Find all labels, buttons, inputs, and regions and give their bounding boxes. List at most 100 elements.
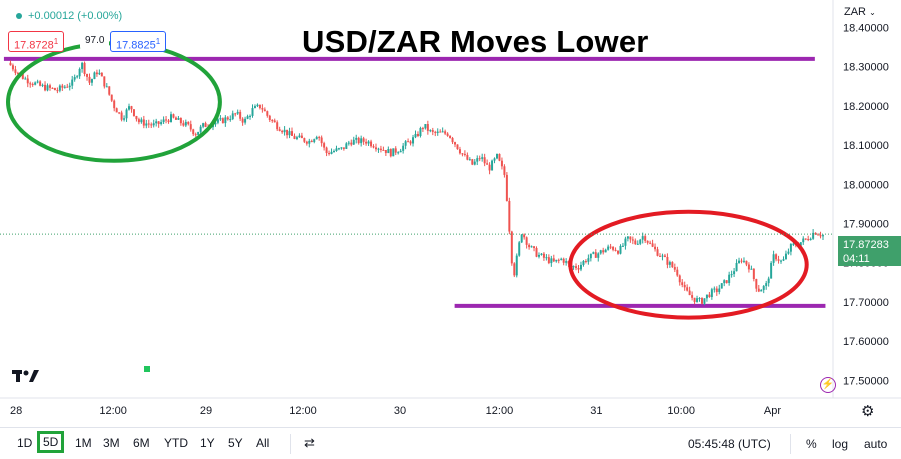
range-1y[interactable]: 1Y	[200, 436, 215, 450]
candle-body	[802, 238, 805, 243]
candle-body	[760, 289, 763, 292]
candle-body	[668, 262, 671, 265]
candle-body	[305, 141, 308, 144]
replay-icon[interactable]: ⇄	[304, 435, 315, 450]
range-5y[interactable]: 5Y	[228, 436, 243, 450]
range-6m[interactable]: 6M	[133, 436, 150, 450]
candle-body	[456, 144, 459, 150]
candle-body	[745, 260, 748, 265]
candle-body	[518, 242, 521, 256]
marker-square	[144, 366, 150, 372]
candle-body	[555, 259, 558, 262]
candle-body	[387, 149, 390, 154]
candle-body	[135, 115, 138, 120]
candle-body	[115, 108, 118, 113]
candle-body	[412, 137, 415, 144]
candle-body	[483, 157, 486, 164]
auto-toggle[interactable]: auto	[864, 437, 888, 451]
candle-body	[108, 86, 111, 95]
candle-body	[661, 255, 664, 257]
candle-body	[691, 295, 694, 298]
candle-body	[673, 267, 676, 270]
candle-body	[486, 163, 489, 165]
candle-body	[246, 116, 249, 119]
candle-body	[310, 140, 313, 142]
range-5d[interactable]: 5D	[37, 431, 65, 453]
candle-body	[789, 243, 792, 252]
candle-body	[261, 108, 264, 110]
candle-body	[110, 94, 113, 101]
x-tick-label: 10:00	[667, 405, 695, 417]
candle-body	[123, 118, 126, 120]
candle-body	[656, 249, 659, 256]
candle-body	[298, 135, 301, 138]
toolbar-divider	[790, 434, 791, 454]
candle-body	[258, 104, 261, 109]
candle-body	[360, 138, 363, 144]
candle-body	[234, 113, 237, 115]
sell-price-button[interactable]: 17.87281	[8, 31, 65, 52]
candle-body	[199, 126, 202, 132]
lightning-icon[interactable]: ⚡	[820, 377, 836, 393]
buy-price-suffix: 1	[155, 37, 161, 46]
candle-body	[466, 154, 469, 160]
range-1d[interactable]: 1D	[17, 436, 33, 450]
candle-body	[268, 115, 271, 120]
y-tick-label: 18.30000	[843, 62, 889, 74]
buy-price-button[interactable]: 17.88251	[110, 31, 167, 52]
candle-body	[41, 84, 44, 86]
range-1m[interactable]: 1M	[75, 436, 92, 450]
percent-toggle[interactable]: %	[806, 437, 817, 451]
candle-body	[597, 253, 600, 258]
candle-body	[328, 153, 331, 155]
candle-body	[377, 148, 380, 150]
gear-icon[interactable]: ⚙	[861, 403, 875, 420]
candle-body	[619, 245, 622, 254]
candle-body	[337, 148, 340, 150]
candle-body	[379, 148, 382, 150]
range-ytd[interactable]: YTD	[164, 436, 188, 450]
candle-body	[822, 235, 824, 237]
candle-body	[614, 249, 617, 251]
candle-body	[249, 115, 252, 117]
candle-body	[293, 135, 296, 139]
candle-body	[286, 129, 289, 136]
candle-body	[142, 119, 145, 126]
candle-body	[320, 137, 323, 144]
utc-clock[interactable]: 05:45:48 (UTC)	[688, 437, 771, 451]
candle-body	[16, 72, 19, 74]
chart-title: USD/ZAR Moves Lower	[302, 24, 649, 59]
candle-body	[523, 234, 526, 238]
currency-selector[interactable]: ZAR ⌄	[844, 6, 876, 18]
range-all[interactable]: All	[256, 436, 270, 450]
y-tick-label: 17.60000	[843, 336, 889, 348]
candle-body	[323, 143, 326, 148]
log-toggle[interactable]: log	[832, 437, 849, 451]
range-3m[interactable]: 3M	[103, 436, 120, 450]
candle-body	[520, 234, 523, 243]
candle-body	[194, 134, 197, 136]
candle-body	[276, 122, 279, 130]
candle-body	[750, 268, 753, 270]
candle-body	[229, 119, 232, 121]
spread-value: 97.0	[80, 31, 110, 50]
candle-body	[315, 137, 318, 140]
candle-body	[535, 247, 538, 257]
candle-body	[170, 114, 172, 123]
candle-body	[419, 128, 422, 137]
candle-body	[636, 243, 639, 245]
candle-body	[281, 130, 284, 133]
candle-body	[809, 238, 812, 241]
candle-body	[150, 124, 153, 126]
tradingview-logo-icon[interactable]	[12, 368, 42, 389]
candle-body	[93, 72, 96, 80]
candle-body	[157, 121, 160, 125]
candle-body	[671, 262, 674, 268]
candle-body	[557, 259, 560, 261]
candle-body	[81, 62, 84, 69]
candle-body	[476, 158, 479, 162]
candle-body	[545, 257, 548, 259]
candle-body	[513, 263, 516, 276]
candle-body	[165, 119, 168, 121]
